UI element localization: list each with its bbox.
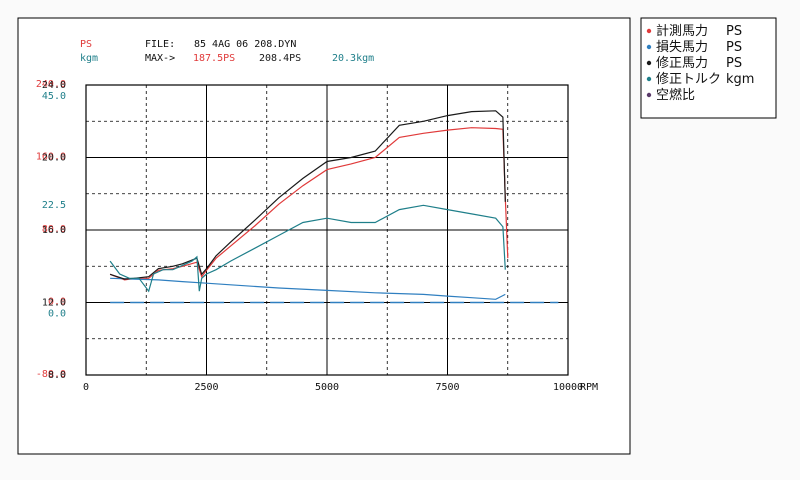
x-tick-label: 10000 — [553, 382, 583, 393]
legend-unit: kgm — [726, 72, 754, 87]
y-tick-label-PS: 80.0 — [42, 224, 66, 235]
y-tick-label-空燃比: 20.0 — [42, 153, 66, 164]
legend-marker — [646, 92, 652, 98]
legend-marker — [646, 28, 652, 34]
x-tick-label: 5000 — [315, 382, 339, 393]
kgm-unit-label: kgm — [80, 53, 98, 64]
max-torque: 20.3kgm — [332, 53, 374, 64]
legend-label: 損失馬力 — [656, 40, 708, 55]
chart-frame — [17, 17, 631, 455]
legend-unit: PS — [726, 40, 742, 55]
ps-unit-label: PS — [80, 39, 92, 50]
legend-marker — [646, 76, 652, 82]
y-tick-label-kgm: 22.5 — [42, 200, 66, 211]
series-line-2 — [109, 110, 506, 280]
max-corrected-ps: 208.4PS — [259, 53, 301, 64]
file-name: 85 4AG 06 208.DYN — [194, 39, 296, 50]
legend-label: 空燃比 — [656, 87, 695, 103]
y-tick-label-PS: 160.0 — [36, 152, 66, 163]
y-tick-label-空燃比: 24.0 — [42, 80, 66, 91]
file-label: FILE: — [145, 39, 175, 50]
max-label: MAX-> — [145, 53, 175, 64]
legend-label: 修正トルク — [656, 72, 721, 87]
y-tick-label-空燃比: 8.0 — [48, 370, 66, 381]
max-measured-ps: 187.5PS — [193, 53, 235, 64]
series-line-0 — [109, 127, 509, 281]
legend-unit: PS — [726, 56, 742, 71]
x-tick-label: 7500 — [435, 382, 459, 393]
y-tick-label-kgm: 0.0 — [48, 309, 66, 320]
legend-label: 修正馬力 — [656, 56, 708, 71]
legend-unit: PS — [726, 24, 742, 39]
x-tick-label: 0 — [83, 382, 89, 393]
series-line-1 — [110, 277, 506, 300]
y-tick-label-PS: -80.0 — [36, 369, 66, 380]
y-tick-label-空燃比: 12.0 — [42, 298, 66, 309]
y-tick-label-PS: 240.0 — [36, 79, 66, 90]
legend-marker — [646, 60, 652, 66]
y-tick-label-kgm: 45.0 — [42, 91, 66, 102]
legend-label: 計測馬力 — [656, 23, 708, 39]
x-axis-label: RPM — [580, 382, 598, 393]
legend-frame — [640, 17, 777, 119]
x-tick-label: 2500 — [194, 382, 218, 393]
legend-marker — [646, 44, 652, 50]
y-tick-label-空燃比: 16.0 — [42, 225, 66, 236]
series-line-3 — [109, 204, 506, 293]
y-tick-label-PS: 0.0 — [48, 297, 66, 308]
